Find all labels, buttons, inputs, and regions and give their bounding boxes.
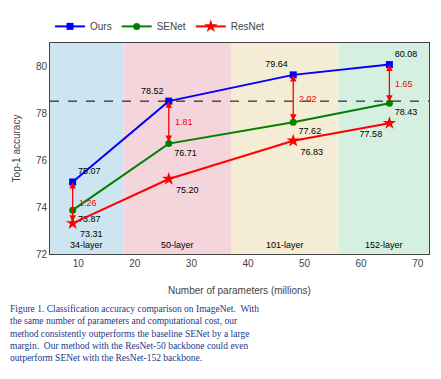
svg-text:79.64: 79.64 (265, 59, 288, 69)
svg-text:76: 76 (36, 155, 48, 166)
svg-text:50-layer: 50-layer (161, 240, 194, 250)
svg-text:76.71: 76.71 (174, 148, 197, 158)
svg-text:70: 70 (412, 258, 424, 269)
svg-text:60: 60 (356, 258, 368, 269)
svg-text:78.52: 78.52 (141, 86, 164, 96)
svg-text:34-layer: 34-layer (70, 240, 103, 250)
svg-text:20: 20 (129, 258, 141, 269)
svg-text:72: 72 (36, 249, 48, 260)
svg-text:2.02: 2.02 (299, 94, 317, 104)
svg-text:1.81: 1.81 (175, 117, 193, 127)
svg-text:77.58: 77.58 (360, 129, 383, 139)
svg-text:78: 78 (36, 108, 48, 119)
svg-text:SENet: SENet (157, 21, 186, 32)
svg-text:74: 74 (36, 202, 48, 213)
svg-text:30: 30 (186, 258, 198, 269)
svg-text:Number of parameters (millions: Number of parameters (millions) (168, 285, 311, 296)
svg-text:ResNet: ResNet (231, 21, 265, 32)
svg-text:Top-1 accuracy: Top-1 accuracy (11, 115, 22, 183)
svg-text:73.31: 73.31 (80, 229, 103, 239)
svg-text:101-layer: 101-layer (266, 240, 304, 250)
svg-text:76.83: 76.83 (300, 147, 323, 157)
svg-text:80.08: 80.08 (395, 49, 418, 59)
svg-text:10: 10 (73, 258, 85, 269)
svg-text:Ours: Ours (90, 21, 112, 32)
svg-text:80: 80 (36, 61, 48, 72)
svg-text:78.43: 78.43 (395, 107, 418, 117)
svg-text:77.62: 77.62 (299, 126, 322, 136)
svg-text:73.87: 73.87 (78, 214, 101, 224)
svg-text:75.20: 75.20 (176, 185, 199, 195)
svg-text:152-layer: 152-layer (365, 240, 403, 250)
svg-text:1.65: 1.65 (395, 79, 413, 89)
svg-text:75.07: 75.07 (78, 166, 101, 176)
svg-text:1.26: 1.26 (79, 198, 97, 208)
svg-text:Figure 1. Classification accur: Figure 1. Classification accuracy compar… (10, 304, 259, 363)
svg-text:50: 50 (299, 258, 311, 269)
svg-text:40: 40 (242, 258, 254, 269)
